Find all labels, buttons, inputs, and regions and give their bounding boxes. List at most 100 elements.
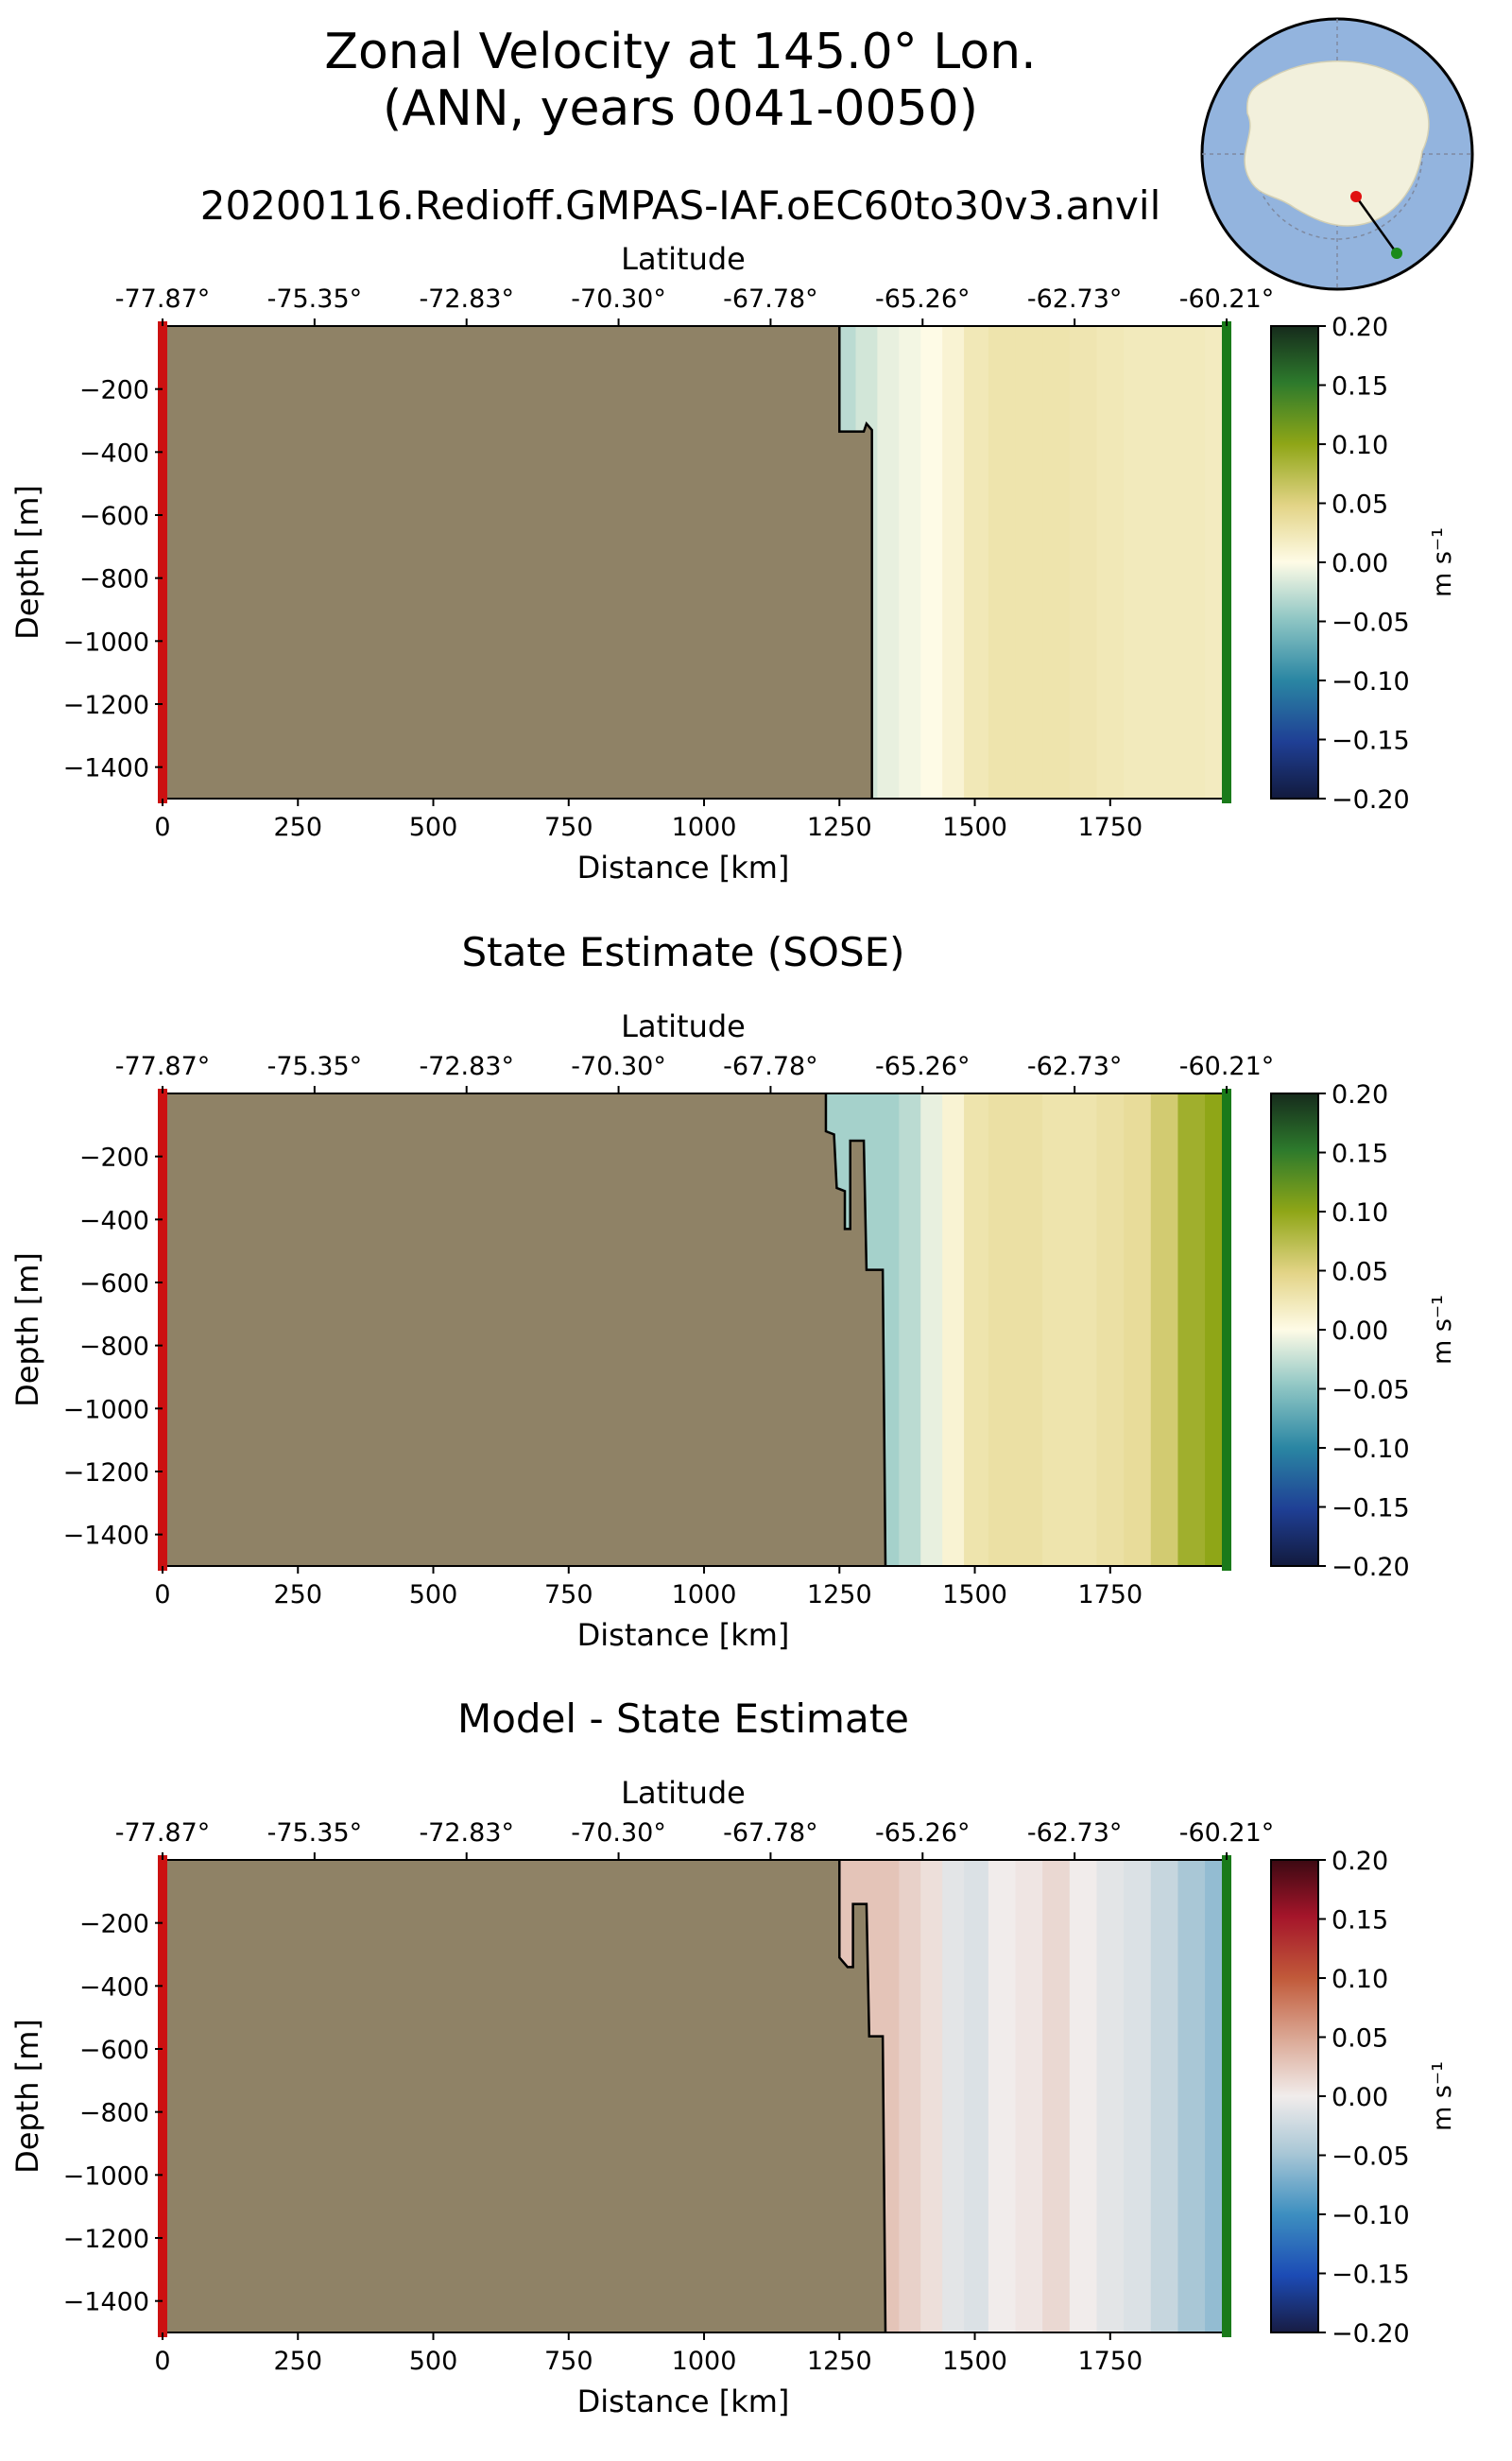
x-tick-label: 500 xyxy=(409,2347,458,2376)
lat-tick-label: -72.83° xyxy=(419,284,514,314)
x-axis-label: Distance [km] xyxy=(577,2384,790,2419)
lat-tick-label: -62.73° xyxy=(1027,1052,1123,1081)
colorbar-tick-label: 0.15 xyxy=(1332,372,1388,402)
heatmap-cell xyxy=(1205,326,1227,799)
y-tick-label: −600 xyxy=(79,502,149,531)
heatmap-cell xyxy=(988,326,1017,799)
heatmap-cell xyxy=(1150,326,1179,799)
heatmap-cell xyxy=(942,1093,966,1566)
heatmap-cell xyxy=(942,1860,966,2332)
x-tick-label: 1250 xyxy=(807,1580,872,1609)
y-tick-label: −1000 xyxy=(63,628,149,657)
colorbar xyxy=(1270,325,1319,800)
heatmap-field xyxy=(163,1093,1227,1566)
panel-title: State Estimate (SOSE) xyxy=(461,929,904,975)
colorbar-label: m s⁻¹ xyxy=(1428,527,1457,597)
heatmap-cell xyxy=(1015,1093,1044,1566)
x-axis-label: Distance [km] xyxy=(577,850,790,886)
bathymetry-outline xyxy=(838,1860,887,2332)
heatmap-cell xyxy=(988,1860,1017,2332)
heatmap-cell xyxy=(1096,326,1125,799)
x-tick-label: 250 xyxy=(273,1580,322,1609)
x-tick-label: 250 xyxy=(273,813,322,842)
x-tick-label: 1000 xyxy=(672,813,737,842)
colorbar-tick-label: −0.05 xyxy=(1332,2143,1410,2172)
x-tick-label: 1000 xyxy=(672,2347,737,2376)
heatmap-cell xyxy=(899,326,922,799)
colorbar-tick-label: −0.15 xyxy=(1332,2261,1410,2290)
heatmap-cell xyxy=(1150,1093,1179,1566)
heatmap-field xyxy=(163,326,1227,799)
figure-title-line2: (ANN, years 0041-0050) xyxy=(383,80,978,137)
lat-tick-label: -65.26° xyxy=(875,1052,971,1081)
panels: 0 250 500 750 1000 1250 1500 1750 Distance [km] -… xyxy=(9,241,1457,2419)
heatmap-cell xyxy=(1069,1860,1098,2332)
x-tick-label: 250 xyxy=(273,2347,322,2376)
x-tick-label: 0 xyxy=(154,1580,170,1609)
y-axis-label: Depth [m] xyxy=(9,1252,45,1407)
heatmap-cell xyxy=(1042,1093,1071,1566)
heatmap-field xyxy=(163,1860,1227,2332)
heatmap-cell xyxy=(1015,1860,1044,2332)
y-tick-label: −1200 xyxy=(63,1458,149,1488)
transect-end-bar xyxy=(1222,1089,1231,1571)
lat-tick-label: -62.73° xyxy=(1027,284,1123,314)
lat-tick-label: -67.78° xyxy=(723,1818,818,1848)
x-tick-label: 1000 xyxy=(672,1580,737,1609)
lat-tick-label: -60.21° xyxy=(1179,1818,1275,1848)
colorbar-tick-label: 0.10 xyxy=(1332,1965,1388,1994)
lat-tick-label: -77.87° xyxy=(115,1818,211,1848)
x-tick-label: 0 xyxy=(154,2347,170,2376)
lat-tick-label: -70.30° xyxy=(571,284,666,314)
x-tick-label: 750 xyxy=(544,813,593,842)
y-tick-label: −800 xyxy=(79,2099,149,2128)
colorbar-tick-label: −0.20 xyxy=(1332,785,1410,815)
x-tick-label: 1750 xyxy=(1077,2347,1143,2376)
y-axis-label: Depth [m] xyxy=(9,485,45,640)
transect-line xyxy=(1354,196,1399,254)
y-tick-label: −800 xyxy=(79,565,149,594)
lat-tick-label: -72.83° xyxy=(419,1052,514,1081)
colorbar-tick-label: −0.10 xyxy=(1332,2201,1410,2230)
lat-tick-label: -62.73° xyxy=(1027,1818,1123,1848)
x-tick-label: 750 xyxy=(544,1580,593,1609)
transect-start-bar xyxy=(158,1089,167,1571)
lat-tick-label: -70.30° xyxy=(571,1818,666,1848)
lat-tick-label: -72.83° xyxy=(419,1818,514,1848)
colorbar-tick-label: 0.00 xyxy=(1332,549,1388,578)
transect-start-bar xyxy=(158,1855,167,2337)
heatmap-cell xyxy=(1177,1093,1207,1566)
heatmap-cell xyxy=(920,1093,944,1566)
colorbar-tick-label: 0.05 xyxy=(1332,490,1388,520)
heatmap-cell xyxy=(964,1860,989,2332)
y-tick-label: −1400 xyxy=(63,754,149,783)
heatmap-cell xyxy=(1124,326,1152,799)
x-tick-label: 1750 xyxy=(1077,1580,1143,1609)
colorbar-tick-label: 0.15 xyxy=(1332,1140,1388,1169)
heatmap-cell xyxy=(1205,1860,1227,2332)
bathymetry-outline xyxy=(838,326,873,799)
colorbar-tick-label: 0.00 xyxy=(1332,1317,1388,1346)
colorbar-tick-label: 0.05 xyxy=(1332,2024,1388,2054)
panel-2: State Estimate (SOSE) 0 250 500 750 1000 1250 1… xyxy=(9,929,1457,1653)
x-axis-label: Distance [km] xyxy=(577,1617,790,1653)
antarctica-landmass xyxy=(1244,60,1430,227)
heatmap-cell xyxy=(964,326,989,799)
y-tick-label: −1400 xyxy=(63,1522,149,1551)
land-mask xyxy=(163,326,872,799)
colorbar-tick-label: 0.10 xyxy=(1332,431,1388,460)
y-tick-label: −1000 xyxy=(63,2161,149,2191)
lat-tick-label: -65.26° xyxy=(875,1818,971,1848)
panel-3: Model - State Estimate 0 250 500 750 1000 1250… xyxy=(9,1695,1457,2419)
lat-tick-label: -65.26° xyxy=(875,284,971,314)
x-tick-label: 500 xyxy=(409,813,458,842)
transect-end-bar xyxy=(1222,321,1231,803)
lat-tick-label: -75.35° xyxy=(267,1818,363,1848)
run-name: 20200116.Redioff.GMPAS-IAF.oEC60to30v3.a… xyxy=(200,182,1161,229)
y-tick-label: −400 xyxy=(79,1206,149,1235)
heatmap-cell xyxy=(1042,1860,1071,2332)
heatmap-cell xyxy=(920,1860,944,2332)
transect-end-bar xyxy=(1222,1855,1231,2337)
colorbar-tick-label: −0.10 xyxy=(1332,1435,1410,1464)
